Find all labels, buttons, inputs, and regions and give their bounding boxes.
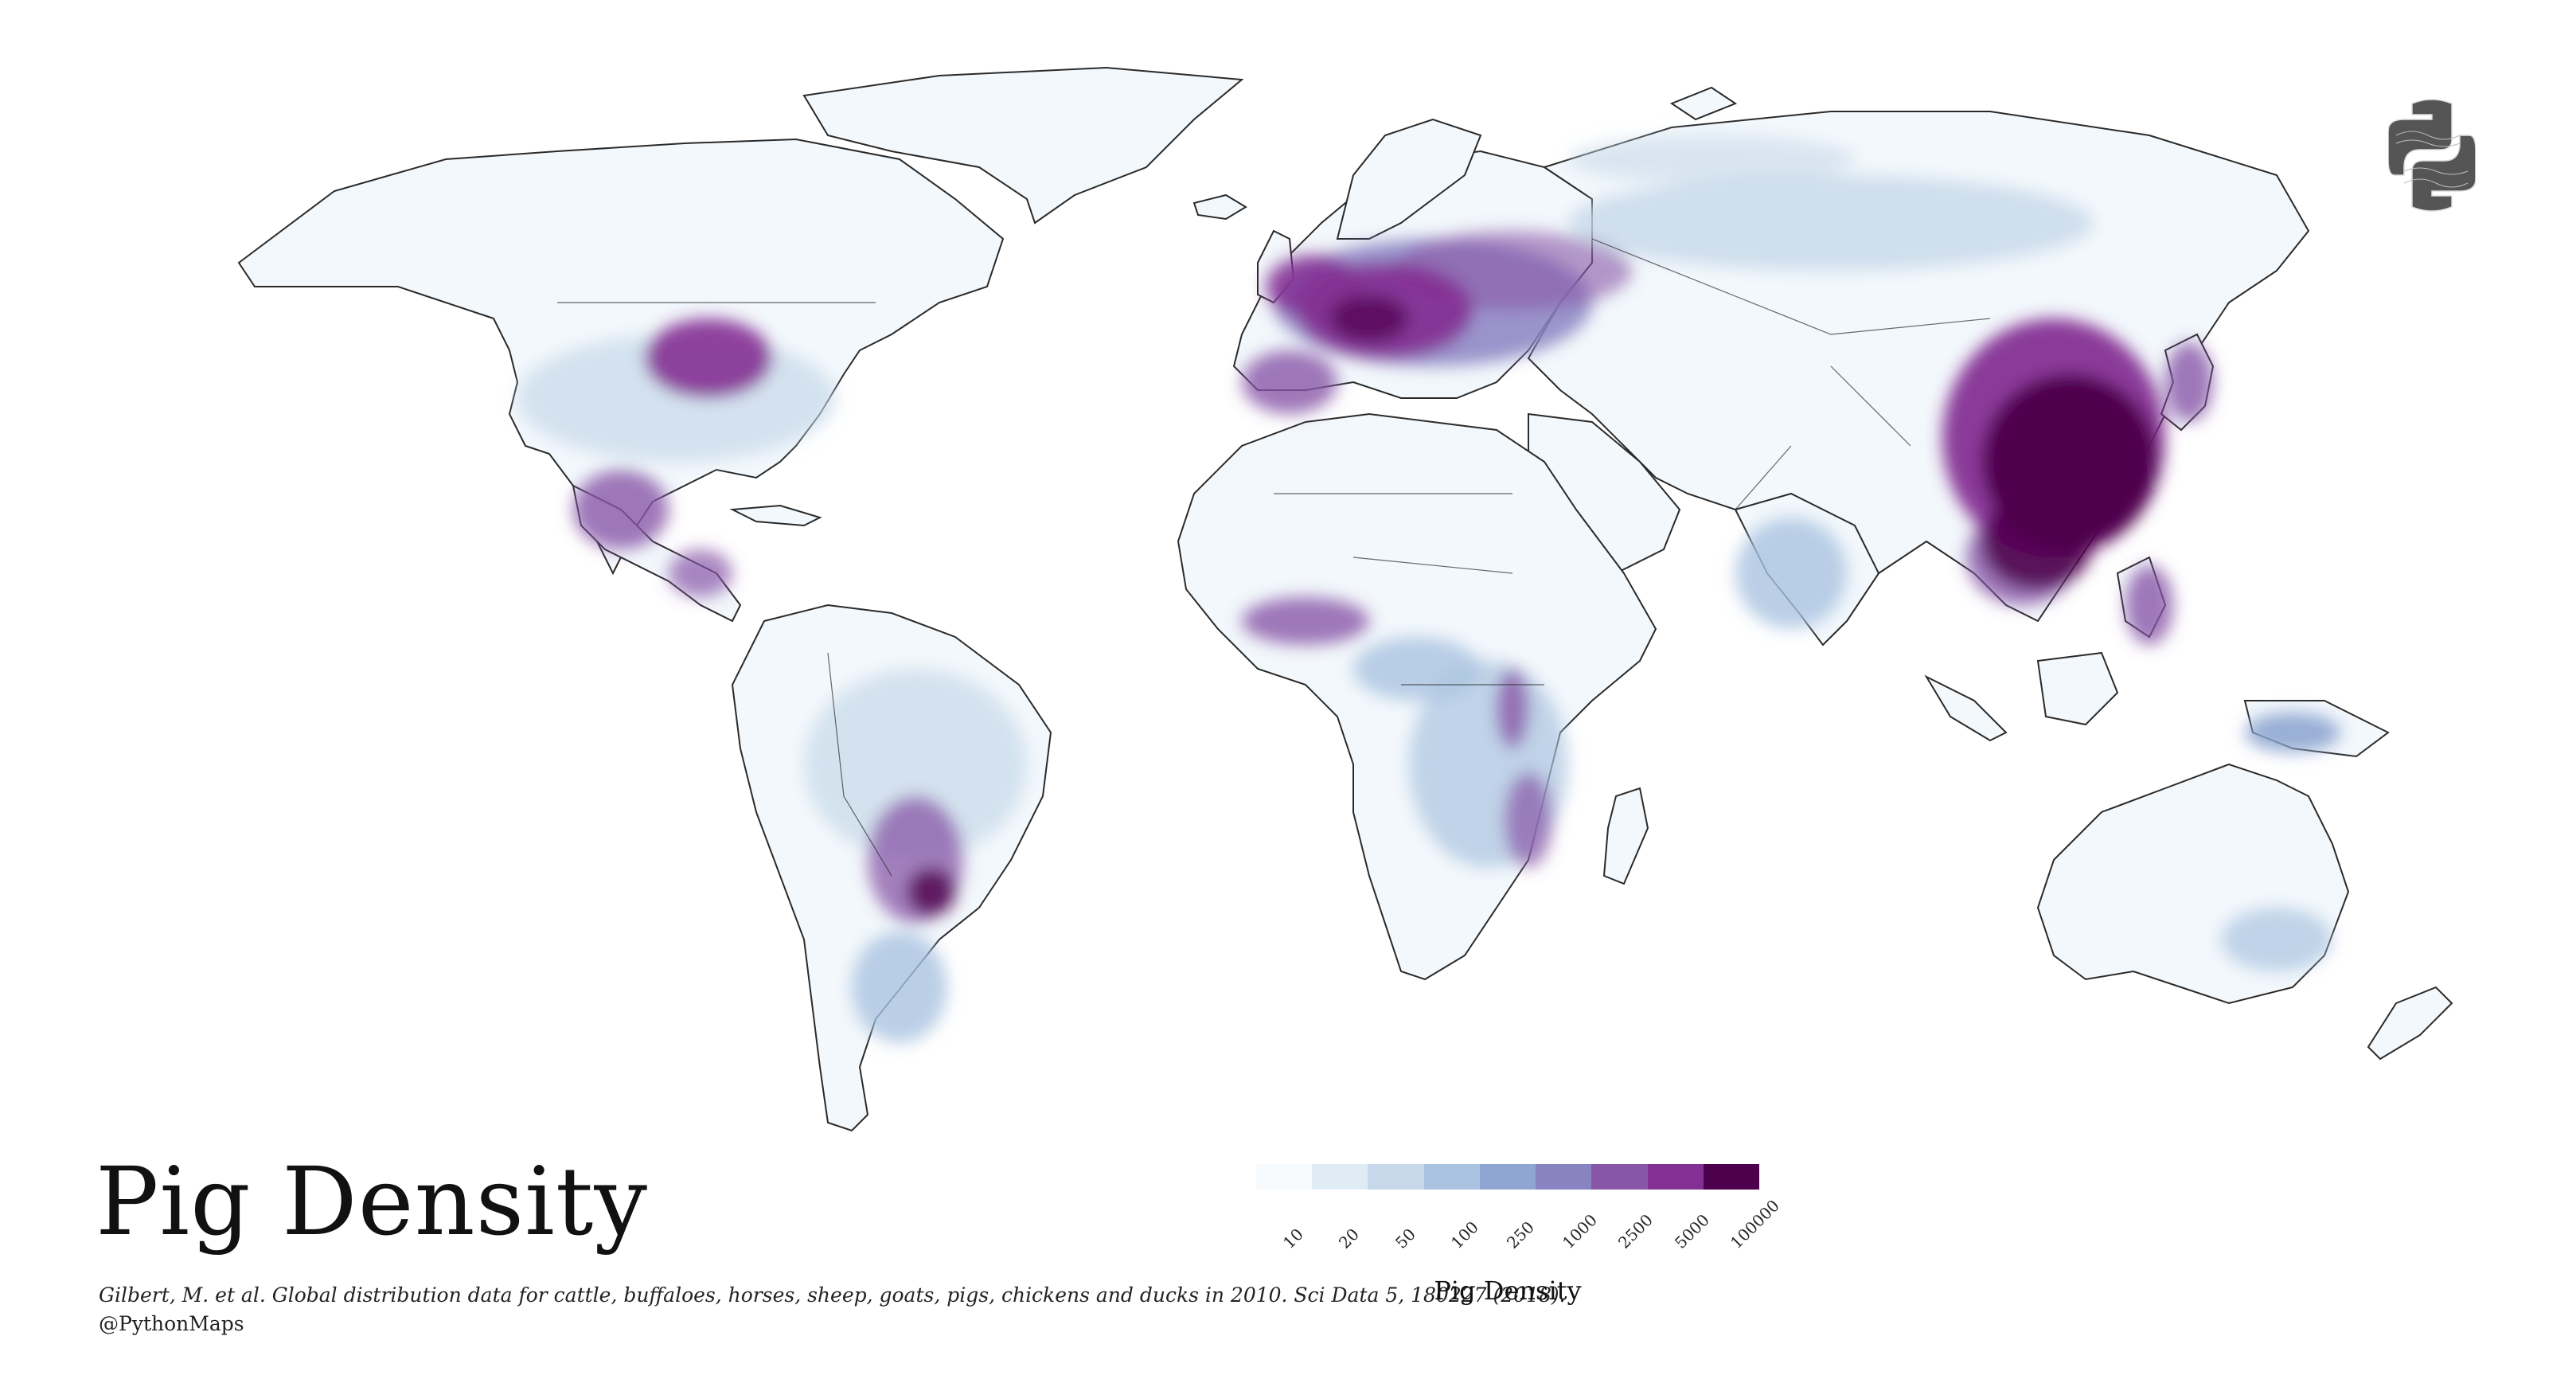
legend-tick-label: 1000 (1559, 1210, 1602, 1252)
author-credit: @PythonMaps (99, 1312, 244, 1335)
legend-swatch (1536, 1164, 1592, 1190)
legend-tick-label: 50 (1391, 1225, 1419, 1252)
scandinavia (1336, 118, 1482, 240)
legend-swatch (1256, 1164, 1313, 1190)
legend-tick-label: 20 (1335, 1225, 1364, 1252)
legend-tick-label: 100 (1446, 1217, 1482, 1252)
novaya-zemlya (1669, 86, 1738, 121)
legend-tick-label: 250 (1503, 1217, 1538, 1252)
legend-color-bar (1256, 1164, 1759, 1190)
legend-swatch (1703, 1164, 1759, 1190)
legend-swatch (1479, 1164, 1536, 1190)
map-title: Pig Density (96, 1147, 648, 1256)
legend-tick-label: 2500 (1614, 1210, 1657, 1252)
legend-swatch (1312, 1164, 1368, 1190)
legend-swatch (1368, 1164, 1424, 1190)
cuba (729, 504, 822, 527)
legend-title: Pig Density (1434, 1276, 1582, 1306)
legend-swatch (1647, 1164, 1704, 1190)
greenland (802, 66, 1244, 225)
python-logo-icon (2388, 99, 2476, 212)
color-legend: 10 20 50 100 250 1000 2500 5000 100000 Pig Densi… (1256, 1164, 1783, 1307)
legend-tick-label: 10 (1279, 1225, 1308, 1252)
indonesia-sumatra (1924, 674, 2008, 742)
legend-tick-labels: 10 20 50 100 250 1000 2500 5000 100000 (1256, 1190, 1783, 1252)
density-layer (517, 135, 2340, 1043)
border-layer (557, 238, 1991, 877)
legend-tick-label: 5000 (1670, 1210, 1713, 1252)
iceland (1192, 193, 1247, 221)
data-source-citation: Gilbert, M. et al. Global distribution d… (99, 1283, 1566, 1307)
land-layer (237, 66, 2453, 1132)
new-zealand (2367, 986, 2453, 1061)
legend-swatch (1591, 1164, 1648, 1190)
indonesia-borneo (2036, 651, 2119, 726)
legend-swatch (1423, 1164, 1480, 1190)
madagascar (1602, 787, 1649, 885)
